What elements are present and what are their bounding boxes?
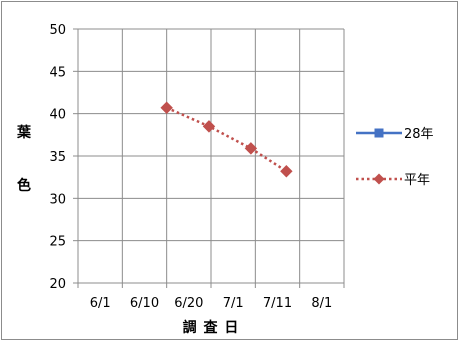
series-line [166,106,288,173]
y-tick-label: 50 [49,23,66,38]
y-tick-label: 45 [49,65,66,80]
y-tick-label: 40 [49,108,66,123]
grid-layer [77,28,345,284]
y-tick-label: 30 [49,192,66,207]
data-point-diamond [160,101,173,114]
x-tick-label: 7/1 [223,296,244,311]
series-layer [160,101,293,178]
legend-marker-diamond [373,173,385,185]
label-layer: 調 査 日 葉色 [16,124,240,336]
y-axis-title-char: 色 [17,177,31,194]
legend-label: 平年 [404,173,430,188]
data-point-diamond [202,120,216,133]
legend-marker-square [374,128,384,138]
line-chart: 20 25 30 35 40 45 50 6/1 6/10 6/20 7/1 7/11 8/1 調 査 … [16,23,434,336]
legend-label: 28年 [404,127,434,142]
x-tick-label: 6/1 [90,296,111,311]
x-tick-label: 6/20 [174,296,203,311]
y-tick-label: 20 [49,277,66,292]
x-axis-title: 調 査 日 [183,319,240,336]
data-point-diamond [280,165,293,178]
chart-frame: 20 25 30 35 40 45 50 6/1 6/10 6/20 7/1 7/11 8/1 調 査 … [1,1,458,340]
y-tick-label: 35 [49,150,66,165]
x-tick-label: 7/11 [263,296,292,311]
y-tick-label: 25 [49,235,66,250]
data-point-diamond [244,142,258,155]
axis-layer: 20 25 30 35 40 45 50 6/1 6/10 6/20 7/1 7/11 8/1 [49,23,345,311]
x-tick-label: 6/10 [130,296,159,311]
y-axis-title-char: 葉 [16,124,32,141]
x-tick-label: 8/1 [311,296,332,311]
